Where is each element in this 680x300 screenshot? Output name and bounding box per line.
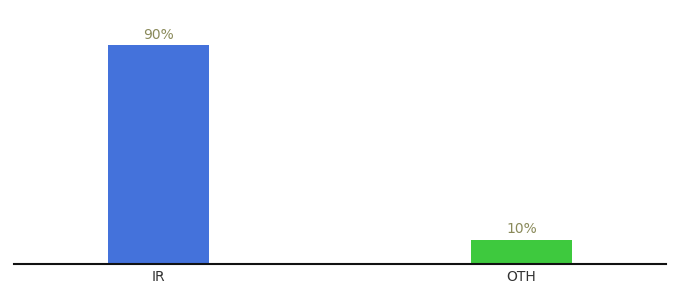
Bar [471,240,572,264]
Text: 90%: 90% [143,28,174,42]
Text: 10%: 10% [506,222,537,236]
Bar [108,45,209,264]
